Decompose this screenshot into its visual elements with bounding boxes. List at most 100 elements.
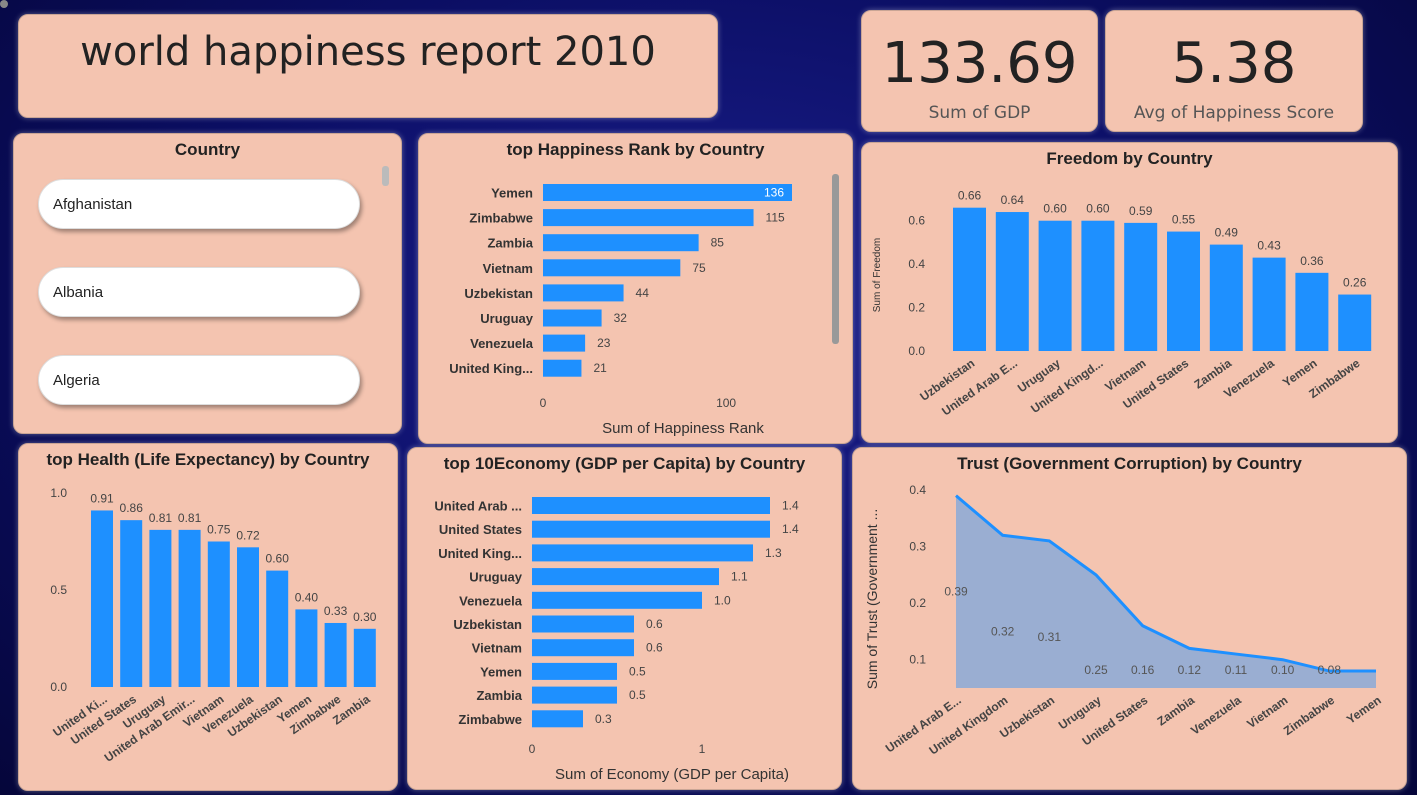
data-label: 0.86 — [120, 501, 144, 515]
data-label: 0.49 — [1215, 226, 1239, 240]
data-label: 0.08 — [1318, 663, 1342, 677]
y-tick-label: 0.4 — [908, 257, 925, 271]
data-label: 0.32 — [991, 624, 1015, 638]
bar — [543, 334, 586, 352]
happiness-rank-scrollbar[interactable] — [832, 174, 839, 344]
freedom-title: Freedom by Country — [1046, 149, 1213, 168]
bar — [543, 359, 582, 377]
kpi-card-gdp[interactable]: 133.69 Sum of GDP — [861, 10, 1098, 132]
category-label: Zambia — [476, 688, 522, 703]
slicer-item-algeria[interactable]: Algeria — [38, 355, 360, 405]
bar — [295, 609, 318, 687]
slicer-item-afghanistan[interactable]: Afghanistan — [38, 179, 360, 229]
data-label: 0.60 — [1086, 202, 1110, 216]
data-label: 0.5 — [629, 664, 646, 678]
category-label: Yemen — [1344, 693, 1384, 727]
bar — [543, 234, 699, 252]
data-label: 0.64 — [1001, 193, 1025, 207]
data-label: 0.6 — [646, 617, 663, 631]
x-tick-label: 1 — [699, 742, 706, 756]
data-label: 0.30 — [353, 610, 377, 624]
kpi-happiness-value: 5.38 — [1171, 31, 1297, 96]
bar — [543, 259, 681, 277]
y-tick-label: 0.1 — [909, 653, 926, 667]
data-label: 75 — [692, 261, 706, 275]
slicer-item-albania[interactable]: Albania — [38, 267, 360, 317]
category-label: Uruguay — [469, 570, 523, 585]
x-tick-label: 0 — [540, 396, 547, 410]
kpi-card-happiness[interactable]: 5.38 Avg of Happiness Score — [1105, 10, 1363, 132]
data-label: 0.26 — [1343, 276, 1367, 290]
bar — [532, 591, 702, 609]
data-label: 0.36 — [1300, 254, 1324, 268]
category-label: Zimbabwe — [469, 211, 533, 226]
data-label: 115 — [766, 211, 785, 225]
slicer-title: Country — [174, 140, 241, 159]
slicer-scrollbar[interactable] — [382, 166, 389, 186]
data-label: 1.0 — [714, 593, 731, 607]
y-axis-title: Sum of Trust (Government ... — [864, 509, 880, 690]
bar — [1338, 294, 1372, 351]
data-label: 0.55 — [1172, 213, 1196, 227]
economy-svg: United Arab ... 1.4 United States 1.4 United… — [434, 497, 799, 783]
category-label: Zambia — [487, 236, 533, 251]
freedom-chart[interactable]: Freedom by Country 0.0 0.2 0.4 0.6 0.66 Uzbek… — [861, 142, 1398, 443]
bar — [532, 686, 617, 704]
kpi-gdp-value: 133.69 — [881, 31, 1078, 96]
category-label: United King... — [449, 361, 533, 376]
focus-mode-icon[interactable] — [0, 0, 8, 8]
category-label: United Kingdom — [926, 693, 1010, 758]
data-label: 21 — [593, 361, 607, 375]
bar — [532, 568, 719, 586]
bar — [149, 529, 172, 687]
bar — [1124, 222, 1158, 351]
bar — [324, 622, 347, 687]
category-label: Uzbekistan — [464, 286, 533, 301]
y-tick-label: 0.2 — [909, 596, 926, 610]
data-label: 0.72 — [236, 528, 260, 542]
category-label: Yemen — [491, 186, 533, 201]
data-label: 0.25 — [1084, 663, 1108, 677]
y-tick-label: 0.3 — [909, 540, 926, 554]
category-label: Zimbabwe — [458, 712, 522, 727]
bar — [995, 212, 1029, 351]
page-title: world happiness report 2010 — [80, 29, 656, 75]
country-slicer[interactable]: Country Afghanistan Albania Algeria — [13, 133, 402, 434]
bar — [532, 615, 634, 633]
bar — [1209, 244, 1243, 351]
category-label: United King... — [438, 546, 522, 561]
area-fill — [956, 495, 1376, 688]
data-label: 1.1 — [731, 570, 748, 584]
category-label: United Kingd... — [1028, 356, 1105, 416]
y-tick-label: 0.0 — [908, 344, 925, 358]
y-tick-label: 0.6 — [908, 214, 925, 228]
y-tick-label: 0.2 — [908, 301, 925, 315]
trust-chart[interactable]: Trust (Government Corruption) by Country… — [852, 447, 1407, 790]
bar — [543, 284, 624, 302]
data-label: 0.60 — [266, 552, 290, 566]
category-label: Vietnam — [483, 261, 533, 276]
x-axis-title: Sum of Economy (GDP per Capita) — [555, 766, 789, 783]
health-chart[interactable]: top Health (Life Expectancy) by Country … — [18, 443, 398, 791]
category-label: United Arab ... — [434, 499, 522, 514]
y-tick-label: 0.4 — [909, 483, 926, 497]
data-label: 0.81 — [178, 511, 202, 525]
category-label: Venezuela — [1188, 693, 1244, 738]
bar — [953, 207, 986, 351]
x-axis-title: Sum of Happiness Rank — [602, 420, 764, 437]
bar — [1167, 231, 1200, 351]
bar — [353, 628, 376, 687]
bar — [1252, 257, 1286, 351]
category-label: Uruguay — [480, 311, 534, 326]
bar — [532, 520, 770, 538]
happiness-rank-svg: Yemen 136 Zimbabwe 115 Zambia 85 Vietnam 75 Uzbe… — [449, 184, 792, 437]
happiness-rank-chart[interactable]: top Happiness Rank by Country Yemen 136 Zi… — [418, 133, 853, 444]
kpi-happiness-label: Avg of Happiness Score — [1133, 103, 1335, 123]
data-label: 0.59 — [1129, 204, 1153, 218]
economy-chart[interactable]: top 10Economy (GDP per Capita) by Countr… — [407, 447, 842, 790]
data-label: 23 — [597, 336, 611, 350]
bar — [543, 209, 754, 227]
data-label: 1.4 — [782, 499, 799, 513]
